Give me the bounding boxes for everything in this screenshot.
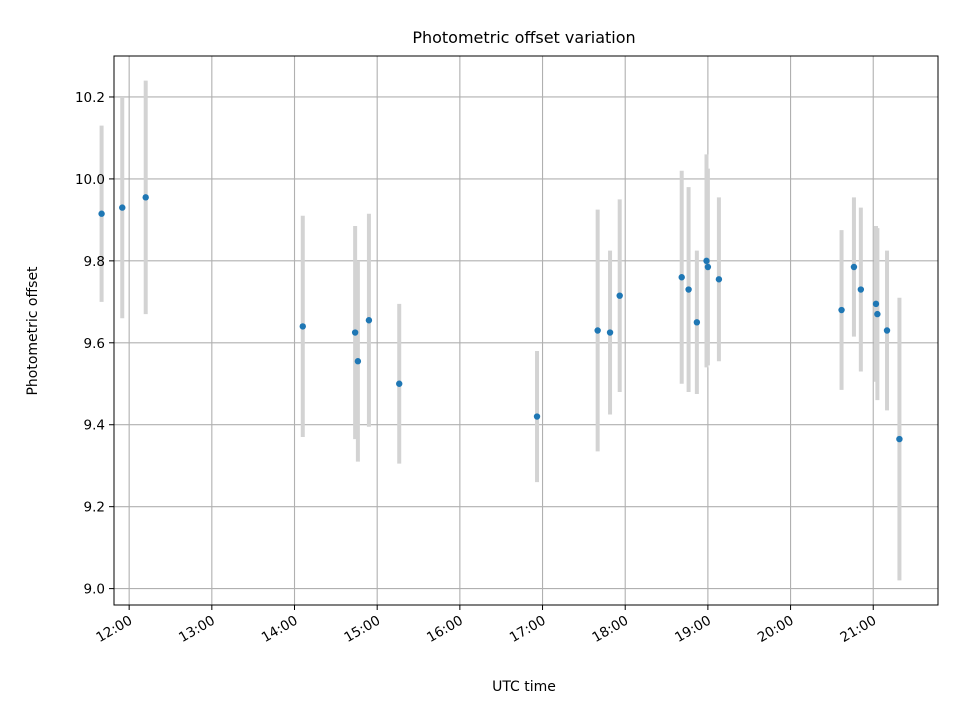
data-point [678,274,685,281]
data-point [874,310,881,318]
data-point [896,435,903,443]
data-point [616,292,623,299]
x-axis-label: UTC time [492,679,556,695]
data-point [299,323,306,330]
data-point [365,317,373,324]
data-point [351,329,359,336]
y-tick-label: 9.0 [84,582,105,598]
y-tick-label: 9.6 [84,336,105,352]
data-point [119,204,126,211]
data-point [142,194,149,201]
y-axis-label: Photometric offset [25,266,41,396]
data-point [693,319,701,326]
y-tick-label: 9.2 [84,500,105,516]
data-point [857,286,865,293]
data-point [594,327,601,334]
data-point [838,306,845,314]
data-point [883,327,891,334]
y-tick-label: 10.2 [75,90,105,106]
data-points [98,194,903,443]
plot-frame [113,55,939,606]
data-point [396,380,403,387]
data-point [98,210,105,217]
data-point [606,329,614,336]
data-point [715,276,723,283]
y-tick-label: 9.4 [84,418,105,434]
chart-title: Photometric offset variation [412,28,635,47]
data-point [533,413,541,420]
grid [114,56,938,605]
y-tick-label: 9.8 [84,254,105,270]
data-point [872,300,880,308]
data-point [850,263,858,271]
y-tick-label: 10.0 [75,172,105,188]
data-point [704,263,712,271]
data-point [703,257,710,265]
data-point [354,358,362,365]
data-point [685,286,692,293]
plot-area [114,56,938,605]
